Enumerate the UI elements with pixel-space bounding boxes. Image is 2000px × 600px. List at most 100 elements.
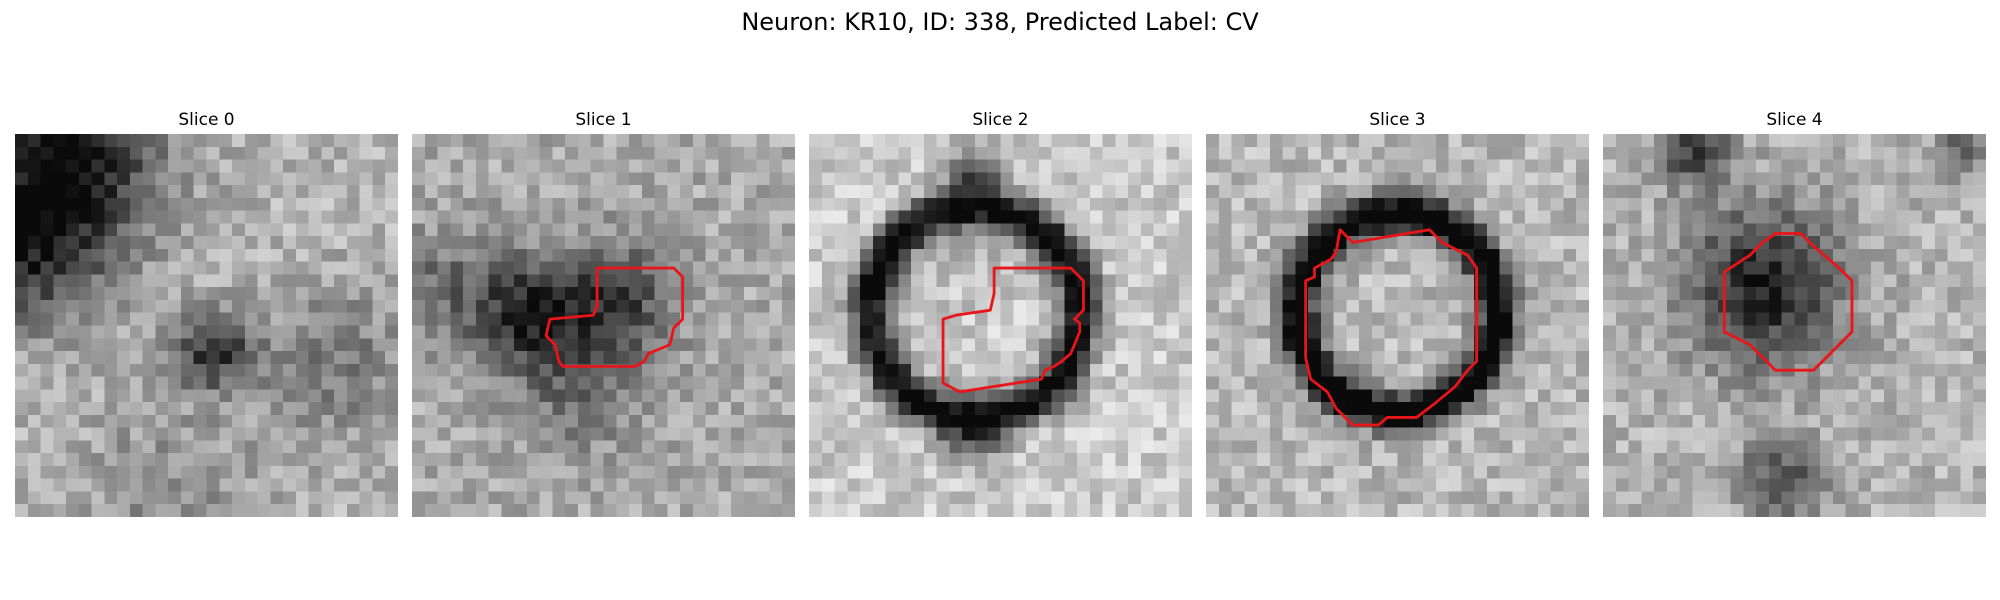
pixel xyxy=(346,363,360,377)
pixel xyxy=(743,223,757,237)
pixel xyxy=(91,338,105,352)
pixel xyxy=(552,376,566,390)
pixel xyxy=(923,338,937,352)
pixel xyxy=(603,453,617,467)
pixel xyxy=(680,261,694,275)
pixel xyxy=(1858,351,1872,365)
pixel xyxy=(1115,146,1129,160)
pixel xyxy=(1064,172,1078,186)
pixel xyxy=(15,146,29,160)
pixel xyxy=(334,274,348,288)
pixel xyxy=(1730,134,1744,148)
pixel xyxy=(104,504,118,517)
pixel xyxy=(539,402,553,416)
pixel xyxy=(641,453,655,467)
pixel xyxy=(1384,299,1398,313)
pixel xyxy=(1947,402,1961,416)
pixel xyxy=(501,504,515,517)
pixel xyxy=(1768,440,1782,454)
pixel xyxy=(962,146,976,160)
pixel xyxy=(1563,172,1577,186)
pixel xyxy=(1295,389,1309,403)
pixel xyxy=(1295,491,1309,505)
pixel xyxy=(1603,172,1617,186)
pixel xyxy=(1231,478,1245,492)
pixel xyxy=(1537,402,1551,416)
pixel xyxy=(1359,363,1373,377)
pixel xyxy=(308,312,322,326)
pixel xyxy=(1807,338,1821,352)
pixel xyxy=(1077,223,1091,237)
pixel xyxy=(1947,223,1961,237)
pixel xyxy=(860,210,874,224)
pixel xyxy=(1807,261,1821,275)
pixel xyxy=(15,248,29,262)
pixel xyxy=(577,197,591,211)
pixel xyxy=(1550,325,1564,339)
pixel xyxy=(1832,389,1846,403)
pixel xyxy=(1960,172,1974,186)
pixel xyxy=(1435,159,1449,173)
pixel xyxy=(539,440,553,454)
pixel xyxy=(1666,248,1680,262)
pixel xyxy=(667,414,681,428)
pixel xyxy=(974,351,988,365)
pixel xyxy=(1499,363,1513,377)
pixel xyxy=(949,478,963,492)
pixel xyxy=(756,478,770,492)
pixel xyxy=(488,338,502,352)
pixel xyxy=(1244,325,1258,339)
pixel xyxy=(1410,325,1424,339)
pixel xyxy=(475,376,489,390)
pixel xyxy=(1308,223,1322,237)
pixel xyxy=(834,274,848,288)
pixel xyxy=(308,274,322,288)
pixel xyxy=(860,236,874,250)
pixel xyxy=(1128,274,1142,288)
pixel xyxy=(1756,210,1770,224)
pixel xyxy=(1038,351,1052,365)
pixel xyxy=(872,134,886,148)
pixel xyxy=(372,312,386,326)
pixel xyxy=(1346,299,1360,313)
pixel xyxy=(590,172,604,186)
pixel xyxy=(743,338,757,352)
pixel xyxy=(1781,465,1795,479)
pixel xyxy=(117,197,131,211)
pixel xyxy=(15,389,29,403)
pixel xyxy=(283,299,297,313)
pixel xyxy=(1756,274,1770,288)
pixel xyxy=(257,299,271,313)
pixel xyxy=(1115,210,1129,224)
pixel xyxy=(718,491,732,505)
pixel xyxy=(1384,134,1398,148)
pixel xyxy=(40,504,54,517)
pixel xyxy=(1333,427,1347,441)
pixel xyxy=(1934,363,1948,377)
pixel xyxy=(117,248,131,262)
pixel xyxy=(321,185,335,199)
pixel xyxy=(1794,197,1808,211)
pixel xyxy=(232,299,246,313)
pixel xyxy=(180,491,194,505)
pixel xyxy=(1269,287,1283,301)
pixel xyxy=(1666,210,1680,224)
pixel xyxy=(1064,287,1078,301)
pixel xyxy=(295,440,309,454)
pixel xyxy=(359,389,373,403)
pixel xyxy=(1499,325,1513,339)
pixel xyxy=(1768,299,1782,313)
pixel xyxy=(1206,402,1220,416)
pixel xyxy=(1077,134,1091,148)
pixel xyxy=(1423,376,1437,390)
pixel xyxy=(1603,185,1617,199)
pixel xyxy=(142,159,156,173)
pixel xyxy=(1628,172,1642,186)
pixel xyxy=(180,261,194,275)
pixel xyxy=(949,185,963,199)
pixel xyxy=(1269,197,1283,211)
pixel xyxy=(1973,197,1986,211)
pixel xyxy=(1346,146,1360,160)
pixel xyxy=(782,389,795,403)
pixel xyxy=(450,210,464,224)
